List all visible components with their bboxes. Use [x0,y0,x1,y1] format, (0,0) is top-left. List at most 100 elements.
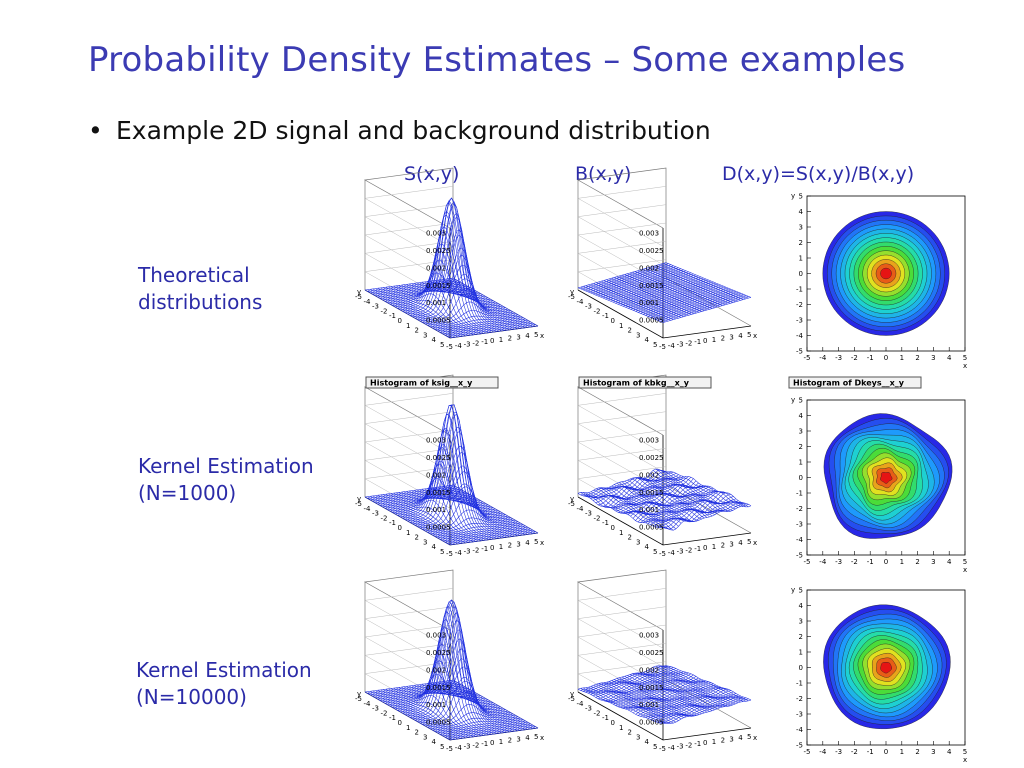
mesh-line [601,280,687,317]
x-tick-label: -3 [464,548,471,556]
row-label-line2: (N=1000) [138,481,237,505]
grid-line [364,186,454,247]
y-tick-label: -4 [796,726,804,734]
y-tick-label: 5 [440,743,444,751]
x-tick-label: 0 [884,354,888,362]
mesh-line [650,668,736,705]
mesh-line [596,684,682,720]
y-tick-label: -3 [585,705,592,713]
mesh-line [663,665,749,702]
mesh-line [406,605,492,735]
y-tick-label: -3 [796,521,803,529]
surface-mesh [577,468,752,531]
histogram-title-ratio: Histogram of Dkeys__x_y [788,376,922,389]
mesh-line [377,494,464,544]
mesh-line [411,601,497,734]
mesh-line [634,477,720,513]
y-axis-letter: y [791,192,795,200]
x-tick-label: 1 [900,354,904,362]
z-tick-label: 0.0005 [426,719,451,727]
y-tick-label: -1 [389,714,396,722]
grid-line [364,624,454,686]
mesh-line [364,691,451,741]
y-tick-label: 1 [406,529,410,537]
y-tick-label: -3 [372,705,379,713]
mesh-line [596,488,682,524]
y-tick-label: -4 [577,505,585,513]
x-tick-label: -1 [867,748,874,756]
z-tick-label: 0.0025 [426,247,451,255]
y-tick-label: -4 [796,332,804,340]
grid-line [577,411,667,472]
y-tick-label: -4 [577,298,585,306]
z-tick-label: 0.001 [639,506,659,514]
x-tick-label: 2 [508,737,512,745]
x-tick-label: 3 [931,558,935,566]
contour-level [880,267,892,280]
x-tick-label: -4 [819,748,827,756]
mesh-line [655,665,741,703]
y-tick-label: -2 [796,505,803,513]
histogram-title-background: Histogram of kbkg__x_y [578,376,712,389]
x-tick-label: -3 [464,743,471,751]
mesh-line [603,280,690,316]
mesh-line [421,264,508,331]
y-axis-letter: y [791,396,795,404]
x-tick-label: 5 [534,538,538,546]
y-tick-label: 3 [636,331,640,339]
mesh-line [593,283,679,319]
y-tick-label: 5 [799,193,803,201]
x-tick-label: 2 [721,335,725,343]
mesh-line [395,268,482,335]
x-tick-label: 2 [915,558,919,566]
mesh-line [627,273,713,309]
x-tick-label: -1 [481,545,488,553]
mesh-line [442,681,528,730]
y-axis-letter: y [570,288,574,296]
y-tick-label: -3 [796,317,803,325]
x-tick-label: 3 [516,735,520,743]
y-tick-label: -1 [602,312,609,320]
x-axis-letter: x [963,756,967,764]
x-tick-label: -5 [659,745,666,753]
mesh-line [414,612,500,734]
y-tick-label: 1 [406,724,410,732]
y-axis-letter: y [357,495,361,503]
histogram-title-text: Histogram of ksig__x_y [370,379,473,388]
mesh-line [439,486,526,536]
row-label-line1: Kernel Estimation [136,658,312,682]
x-tick-label: 4 [947,748,952,756]
mesh-line [377,287,464,337]
mesh-line [624,480,710,518]
x-tick-label: -3 [677,743,684,751]
mesh-line [601,487,687,521]
column-header-signal: S(x,y) [404,163,460,185]
y-tick-label: -5 [355,695,362,703]
y-axis-letter: y [791,586,795,594]
x-tick-label: 4 [525,734,530,742]
z-tick-label: 0.0015 [639,489,664,497]
mesh-line [385,493,471,543]
y-tick-label: 2 [799,633,803,641]
y-tick-label: -2 [796,695,803,703]
y-tick-label: 4 [799,602,804,610]
x-tick-label: -2 [685,339,692,347]
mesh-line [385,688,471,738]
x-axis-letter: x [753,332,757,340]
x-tick-label: -2 [472,546,479,554]
y-tick-label: 5 [799,587,803,595]
x-tick-label: 2 [508,542,512,550]
mesh-line [632,477,718,514]
mesh-line [660,665,746,702]
mesh-line [609,681,695,717]
y-tick-label: 2 [628,534,632,542]
mesh-line [598,683,684,718]
z-tick-label: 0.002 [639,666,659,674]
mesh-line [375,288,461,337]
row-label-line1: Theoretical [138,263,250,287]
mesh-line [642,672,728,707]
y-tick-label: 4 [799,412,804,420]
z-tick-label: 0.002 [639,264,659,272]
mesh-line [663,471,749,508]
y-tick-label: -2 [796,301,803,309]
